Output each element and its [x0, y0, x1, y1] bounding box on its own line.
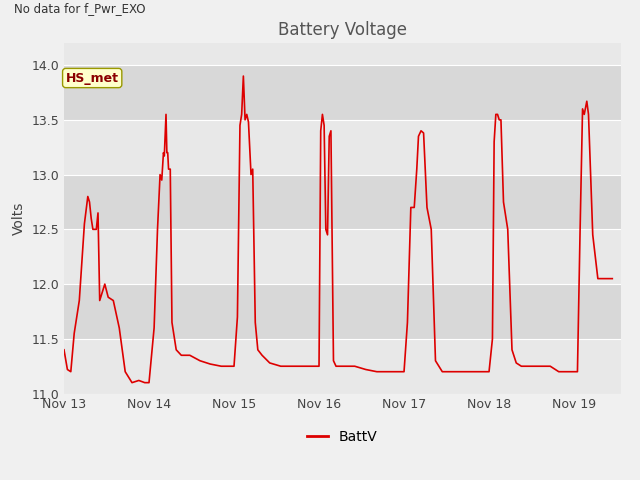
- Bar: [64, 229, 621, 284]
- Bar: [64, 65, 621, 120]
- Bar: [64, 175, 621, 229]
- Text: No data for f_Pwr_EXO: No data for f_Pwr_EXO: [14, 2, 145, 15]
- Y-axis label: Volts: Volts: [12, 202, 26, 235]
- Title: Battery Voltage: Battery Voltage: [278, 21, 407, 39]
- Bar: [64, 284, 621, 339]
- Bar: [64, 120, 621, 175]
- Legend: BattV: BattV: [301, 425, 383, 450]
- Text: HS_met: HS_met: [66, 72, 118, 84]
- Bar: [64, 339, 621, 394]
